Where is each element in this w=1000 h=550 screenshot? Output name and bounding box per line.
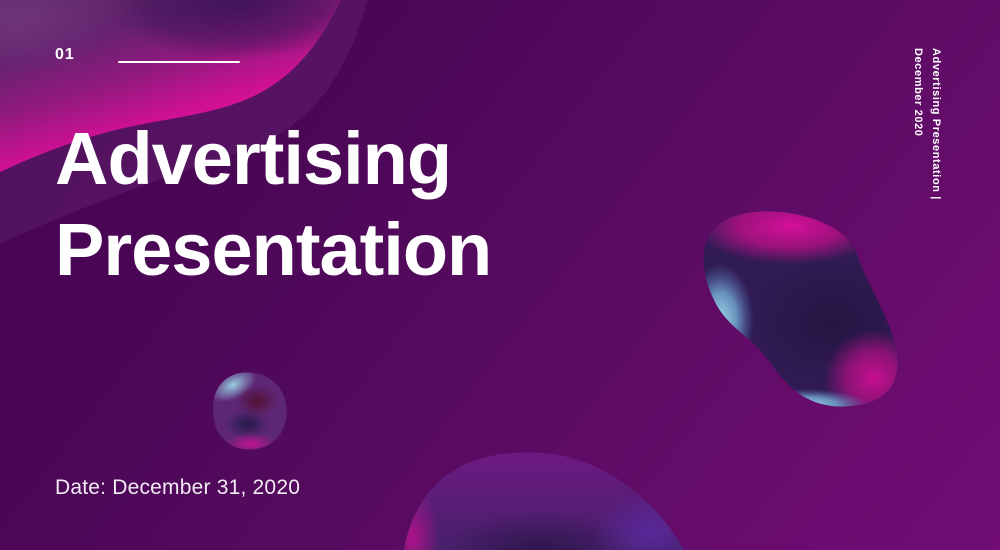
slide-number-rule: [118, 61, 240, 63]
orb-blob-center: [212, 372, 287, 450]
slide-number: 01: [55, 46, 75, 63]
dome-blob-bottom: [404, 452, 684, 550]
side-caption: Advertising Presentation | December 2020: [911, 48, 942, 200]
slide-date: Date: December 31, 2020: [55, 476, 301, 499]
fluid-wave-top-left: [0, 0, 341, 172]
slide-title: Advertising Presentation: [55, 117, 492, 291]
bean-blob-right: [703, 211, 898, 407]
